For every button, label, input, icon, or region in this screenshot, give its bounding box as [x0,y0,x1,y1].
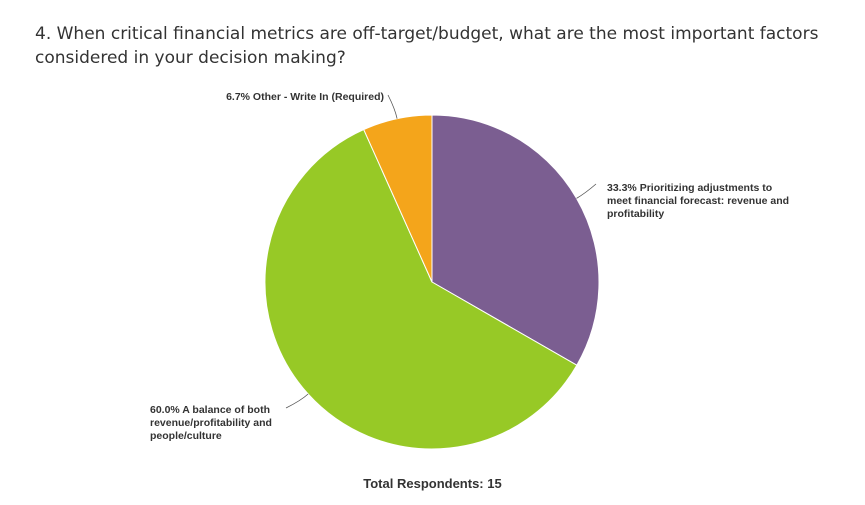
leader-line-2 [387,94,398,119]
slice-label-line: 60.0% A balance of both [150,404,270,416]
slice-label-line: profitability [607,208,664,220]
question-title: 4. When critical financial metrics are o… [35,24,819,68]
slice-label-2: 6.7% Other - Write In (Required) [226,91,384,103]
pie-slice-1 [264,128,578,450]
pie-slice-2 [363,114,433,283]
slice-label-line: revenue/profitability and [150,417,272,429]
pie-slice-0 [431,114,600,366]
total-respondents: Total Respondents: 15 [363,476,502,491]
leader-line-0 [576,183,597,199]
slice-label-0: 33.3% Prioritizing adjustments to meet fi… [607,182,789,220]
slice-label-line: 33.3% Prioritizing adjustments to [607,182,772,194]
leader-line-1 [285,393,309,409]
slice-label-line: people/culture [150,430,222,442]
slice-label-line: meet financial forecast: revenue and [607,195,789,207]
slice-label-line: 6.7% Other - Write In (Required) [226,91,384,103]
slice-label-1: 60.0% A balance of both revenue/profitabi… [150,404,272,442]
